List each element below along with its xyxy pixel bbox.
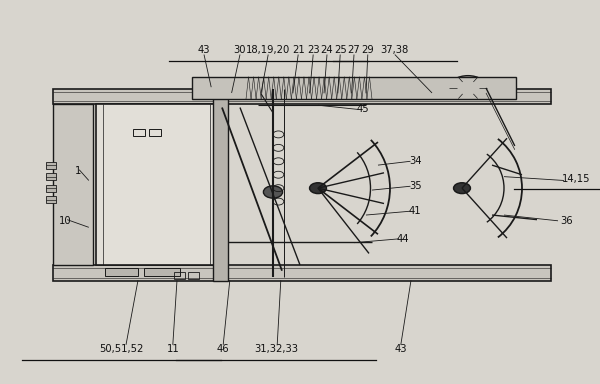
Text: 23: 23: [307, 45, 320, 55]
Bar: [53, 104, 93, 265]
Bar: [133, 129, 145, 136]
Circle shape: [263, 186, 283, 198]
Bar: [46, 185, 56, 192]
Bar: [53, 265, 551, 281]
Text: 14,15: 14,15: [562, 174, 590, 184]
Text: 43: 43: [395, 344, 407, 354]
Bar: [46, 196, 56, 203]
Bar: [192, 77, 516, 99]
Bar: [213, 89, 228, 281]
Text: 31,32,33: 31,32,33: [254, 344, 298, 354]
Text: 41: 41: [409, 206, 422, 216]
Text: 24: 24: [320, 45, 334, 55]
Text: 21: 21: [292, 45, 305, 55]
Text: 35: 35: [409, 181, 422, 191]
Bar: [96, 104, 219, 265]
Bar: [174, 272, 185, 279]
Bar: [105, 268, 138, 276]
Text: 36: 36: [560, 216, 574, 226]
Text: 18,19,20: 18,19,20: [246, 45, 290, 55]
Bar: [53, 89, 551, 104]
Text: 10: 10: [58, 216, 71, 226]
Text: 50,51,52: 50,51,52: [100, 344, 144, 354]
Circle shape: [310, 183, 326, 194]
Bar: [46, 162, 56, 169]
Text: 34: 34: [409, 156, 421, 166]
Text: 45: 45: [356, 104, 370, 114]
Text: 46: 46: [217, 344, 230, 354]
Text: 30: 30: [234, 45, 246, 55]
Text: 43: 43: [198, 45, 210, 55]
Text: 25: 25: [334, 45, 347, 55]
Text: 44: 44: [397, 234, 409, 244]
Circle shape: [449, 76, 487, 100]
Text: 11: 11: [166, 344, 179, 354]
Text: 37,38: 37,38: [380, 45, 409, 55]
Circle shape: [454, 183, 470, 194]
Bar: [149, 129, 161, 136]
Text: 27: 27: [347, 45, 361, 55]
Text: 29: 29: [361, 45, 374, 55]
Bar: [188, 272, 199, 279]
Bar: [46, 173, 56, 180]
Bar: [144, 268, 180, 276]
Text: 1: 1: [75, 166, 81, 176]
